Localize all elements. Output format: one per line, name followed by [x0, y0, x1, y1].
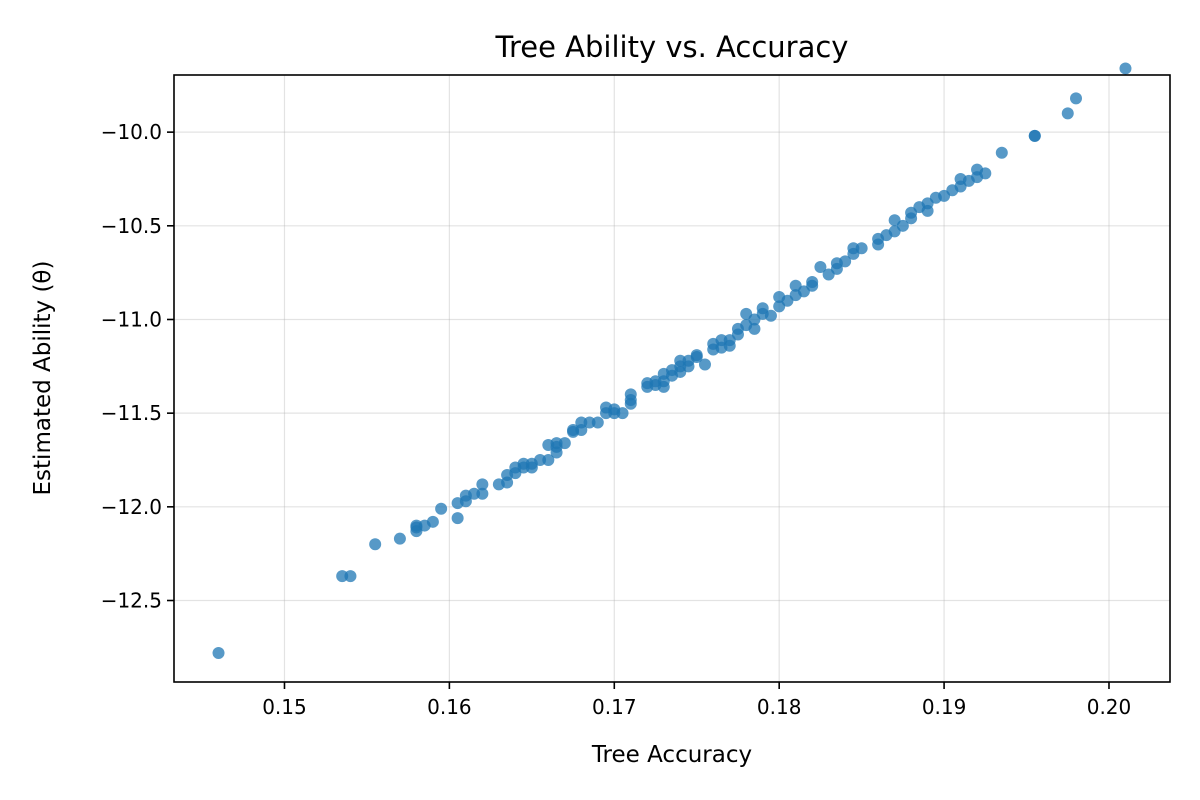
scatter-point: [995, 146, 1008, 159]
y-tick-label: −10.0: [101, 120, 162, 144]
scatter-point: [979, 167, 992, 180]
x-axis-label: Tree Accuracy: [591, 742, 752, 768]
scatter-point: [814, 261, 827, 274]
scatter-point: [426, 515, 439, 528]
x-tick-label: 0.20: [1087, 695, 1132, 719]
scatter-point: [1061, 107, 1074, 120]
scatter-point: [839, 255, 852, 268]
x-tick-label: 0.17: [592, 695, 637, 719]
scatter-point: [583, 416, 596, 429]
y-tick-label: −11.5: [101, 401, 162, 425]
y-axis-label: Estimated Ability (θ): [30, 261, 56, 496]
scatter-point: [591, 416, 604, 429]
y-tick-label: −12.5: [101, 589, 162, 613]
x-axis-ticks: 0.15 0.16 0.17 0.18 0.19 0.20: [262, 682, 1131, 719]
scatter-point: [847, 242, 860, 255]
scatter-point: [344, 570, 357, 583]
scatter-point: [756, 302, 769, 315]
plot-frame: [173, 74, 1171, 683]
scatter-point: [550, 437, 563, 450]
scatter-point: [575, 416, 588, 429]
scatter-point: [468, 487, 481, 500]
scatter-point: [690, 349, 703, 362]
x-tick-label: 0.15: [262, 695, 307, 719]
scatter-point: [476, 487, 489, 500]
scatter-point: [369, 538, 382, 551]
grid-lines: [174, 75, 1170, 682]
scatter-point: [476, 478, 489, 491]
scatter-point: [550, 446, 563, 459]
scatter-point: [698, 358, 711, 371]
y-axis-ticks: −12.5 −12.0 −11.5 −11.0 −10.5 −10.0: [101, 120, 174, 613]
scatter-point: [1070, 92, 1083, 105]
scatter-point: [534, 453, 547, 466]
scatter-point: [764, 309, 777, 322]
scatter-point: [616, 407, 629, 420]
scatter-point: [393, 532, 406, 545]
scatter-point: [748, 322, 761, 335]
scatter-point: [558, 437, 571, 450]
scatter-point: [542, 453, 555, 466]
scatter-point: [896, 219, 909, 232]
scatter-point: [806, 276, 819, 289]
data-points: [212, 62, 1132, 659]
scatter-point: [410, 519, 423, 532]
scatter-point: [451, 512, 464, 525]
scatter-point: [435, 502, 448, 515]
scatter-point: [1028, 129, 1041, 142]
y-tick-label: −11.0: [101, 307, 162, 331]
chart-title: Tree Ability vs. Accuracy: [495, 30, 849, 64]
x-tick-label: 0.19: [922, 695, 967, 719]
scatter-point: [1119, 62, 1132, 75]
scatter-point: [624, 388, 637, 401]
y-tick-label: −10.5: [101, 214, 162, 238]
x-tick-label: 0.18: [757, 695, 802, 719]
scatter-point: [336, 570, 349, 583]
scatter-point: [212, 646, 225, 659]
scatter-point: [567, 424, 580, 437]
y-tick-label: −12.0: [101, 495, 162, 519]
scatter-point: [855, 242, 868, 255]
x-tick-label: 0.16: [427, 695, 472, 719]
